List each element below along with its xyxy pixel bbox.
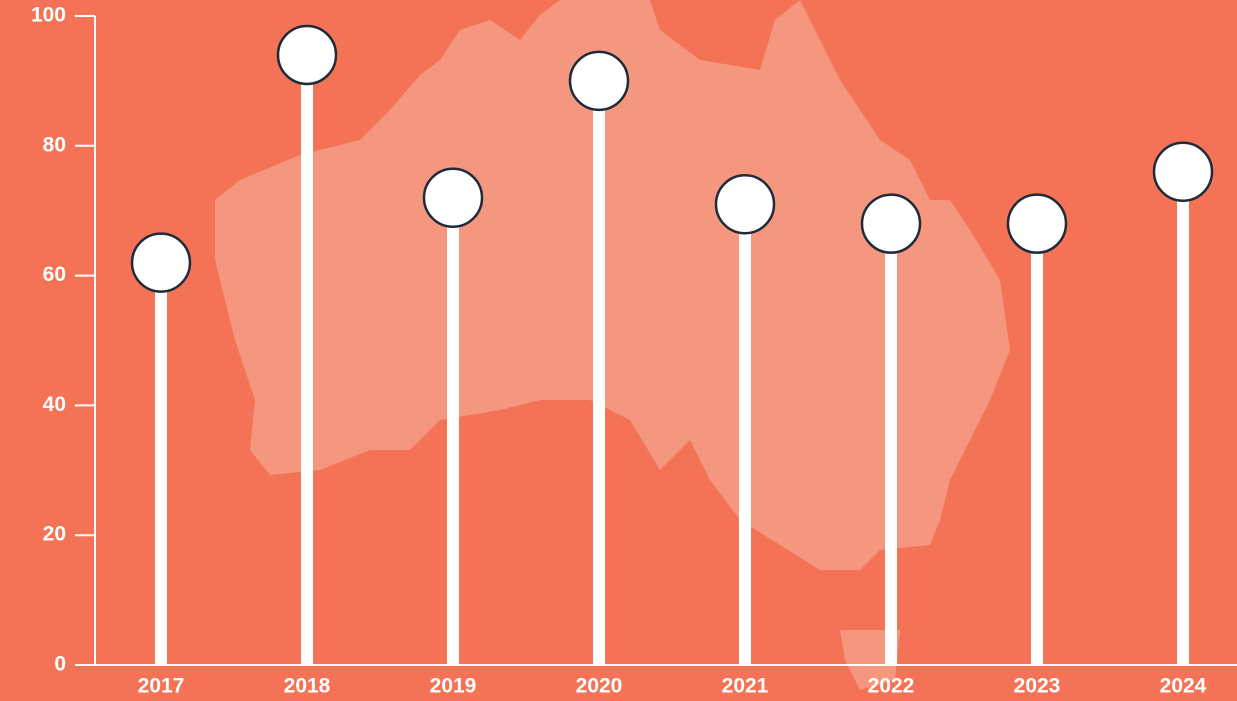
marker	[1006, 193, 1068, 254]
marker	[276, 24, 338, 86]
x-tick-label: 2021	[722, 675, 769, 698]
marker	[714, 173, 776, 235]
x-tick-label: 2019	[430, 675, 477, 698]
x-tick-label: 2024	[1160, 675, 1207, 698]
x-tick-label: 2022	[868, 675, 915, 698]
y-tick-label: 40	[43, 393, 66, 416]
x-tick-label: 2020	[576, 675, 623, 698]
y-tick-label: 0	[54, 653, 66, 676]
marker	[130, 232, 192, 293]
x-tick-label: 2023	[1014, 675, 1061, 698]
y-tick-label: 20	[43, 523, 66, 546]
x-tick-label: 2018	[284, 675, 331, 698]
y-tick-label: 80	[43, 133, 66, 156]
x-tick-label: 2017	[138, 675, 185, 698]
y-tick-label: 100	[31, 4, 66, 27]
marker	[1152, 141, 1214, 203]
marker	[568, 50, 630, 112]
marker	[422, 167, 484, 228]
map-decoration	[215, 0, 1010, 690]
marker	[860, 193, 922, 254]
y-tick-label: 60	[43, 263, 66, 286]
